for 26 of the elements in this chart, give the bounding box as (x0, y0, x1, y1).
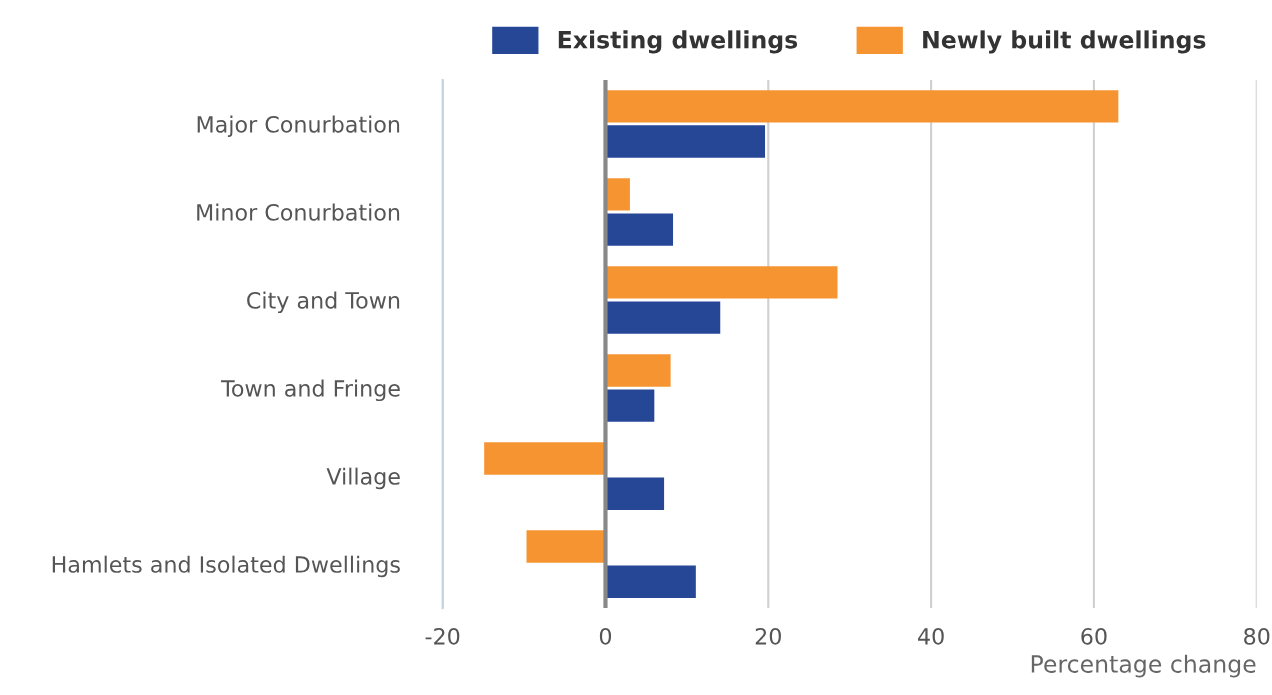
x-tick-label: 80 (1244, 627, 1270, 645)
bar (484, 442, 606, 475)
bar (605, 213, 674, 246)
y-tick-label: Minor Conurbation (197, 203, 400, 221)
y-tick-label: Village (326, 467, 400, 490)
x-tick-label: 60 (1081, 627, 1107, 645)
bar (605, 266, 838, 299)
x-tick-label: 20 (755, 627, 781, 645)
legend-label: Existing dwellings (558, 30, 798, 54)
legend-label: Newly built dwellings (923, 30, 1206, 54)
x-axis-title: Percentage change (1031, 654, 1256, 678)
y-tick-label: Hamlets and Isolated Dwellings (52, 555, 400, 578)
y-tick-label: City and Town (247, 291, 400, 314)
y-tick-label: Major Conurbation (197, 115, 400, 138)
bar (605, 301, 721, 334)
bar (605, 565, 696, 598)
bar (605, 125, 766, 158)
bar (526, 530, 606, 563)
bar (605, 90, 1119, 123)
bar (605, 354, 671, 387)
x-tick-label: 0 (599, 627, 612, 645)
bar (605, 389, 655, 422)
bar (605, 477, 665, 510)
x-tick-label: 40 (918, 627, 944, 645)
y-tick-label: Town and Fringe (221, 379, 400, 402)
x-tick-label: -20 (425, 627, 460, 645)
